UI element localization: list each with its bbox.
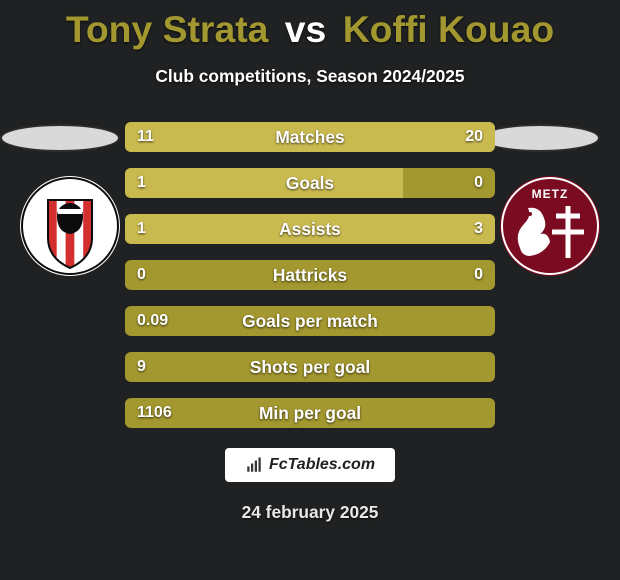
stat-label: Shots per goal <box>125 352 495 382</box>
svg-text:METZ: METZ <box>532 187 569 201</box>
stat-label: Hattricks <box>125 260 495 290</box>
crest-right-svg: METZ <box>500 176 600 276</box>
title-vs: vs <box>285 8 327 50</box>
stat-label: Goals <box>125 168 495 198</box>
title: Tony Strata vs Koffi Kouao <box>0 8 620 51</box>
stat-row: 9Shots per goal <box>125 352 495 382</box>
player-ellipse-left <box>0 124 120 152</box>
badge-left <box>0 124 120 152</box>
stat-row: 0.09Goals per match <box>125 306 495 336</box>
stat-label: Assists <box>125 214 495 244</box>
stat-label: Goals per match <box>125 306 495 336</box>
stat-row: 1106Min per goal <box>125 398 495 428</box>
comparison-card: Tony Strata vs Koffi Kouao Club competit… <box>0 0 620 580</box>
footer-date: 24 february 2025 <box>0 502 620 523</box>
title-player-a: Tony Strata <box>66 8 269 50</box>
badge-right <box>480 124 600 152</box>
watermark: FcTables.com <box>225 448 395 482</box>
stat-label: Matches <box>125 122 495 152</box>
crest-left-svg <box>20 176 120 276</box>
subtitle: Club competitions, Season 2024/2025 <box>0 66 620 87</box>
watermark-text: FcTables.com <box>269 456 375 474</box>
club-crest-left <box>20 176 120 276</box>
player-ellipse-right <box>480 124 600 152</box>
stat-row: 00Hattricks <box>125 260 495 290</box>
stat-label: Min per goal <box>125 398 495 428</box>
title-player-b: Koffi Kouao <box>343 8 554 50</box>
stat-row: 1120Matches <box>125 122 495 152</box>
stat-row: 10Goals <box>125 168 495 198</box>
club-crest-right: METZ <box>500 176 600 276</box>
stat-row: 13Assists <box>125 214 495 244</box>
chart-icon <box>245 456 263 474</box>
stat-rows: 1120Matches 10Goals 13Assists 00Hattricks 0.… <box>125 122 495 444</box>
